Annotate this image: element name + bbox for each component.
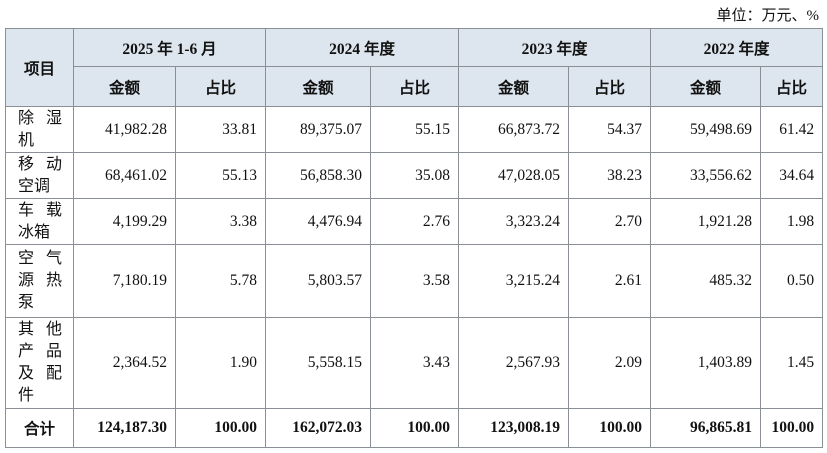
total-cell: 100.00 [370, 408, 460, 448]
cell: 2,567.93 [458, 317, 570, 409]
cell: 3,215.24 [458, 244, 570, 318]
cell: 41,982.28 [73, 106, 176, 153]
cell: 38.23 [568, 152, 652, 199]
total-cell: 123,008.19 [458, 408, 570, 448]
cell: 3,323.24 [458, 198, 570, 245]
row-label: 除湿机 [18, 109, 62, 149]
cell: 55.15 [370, 106, 460, 153]
row-label: 移动空调 [18, 155, 62, 195]
cell: 2.76 [370, 198, 460, 245]
cell: 35.08 [370, 152, 460, 199]
subheader: 金额 [458, 66, 570, 107]
subheader: 金额 [650, 66, 762, 107]
data-row: 空气源热泵 7,180.19 5.78 5,803.57 3.58 3,215.24 2.6… [5, 244, 824, 318]
row-label-cell: 移动空调 [5, 152, 74, 199]
period-header: 2024 年度 [265, 28, 460, 67]
total-cell: 124,187.30 [73, 408, 176, 448]
row-label-cell: 其他产品及配件 [5, 317, 74, 409]
header-row: 项目 2025 年 1-6 月 2024 年度 2023 年度 2022 年度 [5, 28, 824, 107]
row-label: 车载冰箱 [18, 201, 62, 241]
period-header: 2022 年度 [650, 28, 824, 67]
cell: 3.58 [370, 244, 460, 318]
cell: 5,558.15 [265, 317, 372, 409]
total-cell: 100.00 [568, 408, 652, 448]
subheader-row: 金额 占比 金额 占比 金额 占比 金额 占比 [6, 66, 824, 107]
data-row: 其他产品及配件 2,364.52 1.90 5,558.15 3.43 2,567.93 2… [5, 317, 824, 409]
total-label: 合计 [5, 408, 74, 448]
cell: 1.45 [760, 317, 824, 409]
subheader: 占比 [568, 66, 652, 107]
cell: 1,921.28 [650, 198, 762, 245]
cell: 89,375.07 [265, 106, 372, 153]
row-label-cell: 车载冰箱 [5, 198, 74, 245]
cell: 1,403.89 [650, 317, 762, 409]
data-row: 车载冰箱 4,199.29 3.38 4,476.94 2.76 3,323.24 2.70… [5, 198, 824, 245]
table-head: 项目 2025 年 1-6 月 2024 年度 2023 年度 2022 年度 金额 占比金… [5, 28, 824, 107]
cell: 3.38 [174, 198, 267, 245]
cell: 33,556.62 [650, 152, 762, 199]
cell: 59,498.69 [650, 106, 762, 153]
cell: 2.70 [568, 198, 652, 245]
cell: 485.32 [650, 244, 762, 318]
row-label-cell: 除湿机 [5, 106, 74, 153]
subheader: 占比 [174, 66, 267, 107]
subheader: 金额 [73, 66, 176, 107]
corner-header: 项目 [5, 28, 74, 107]
cell: 2.61 [568, 244, 652, 318]
total-cell: 100.00 [760, 408, 824, 448]
cell: 2.09 [568, 317, 652, 409]
cell: 34.64 [760, 152, 824, 199]
cell: 56,858.30 [265, 152, 372, 199]
total-cell: 100.00 [174, 408, 267, 448]
cell: 5,803.57 [265, 244, 372, 318]
row-label-cell: 空气源热泵 [5, 244, 74, 318]
cell: 66,873.72 [458, 106, 570, 153]
subheader: 占比 [370, 66, 460, 107]
cell: 1.98 [760, 198, 824, 245]
revenue-table: 项目 2025 年 1-6 月 2024 年度 2023 年度 2022 年度 金额 占比金… [5, 28, 824, 448]
period-header: 2023 年度 [458, 28, 652, 67]
total-cell: 96,865.81 [650, 408, 762, 448]
subheader: 金额 [265, 66, 372, 107]
data-row: 移动空调 68,461.02 55.13 56,858.30 35.08 47,028.0… [5, 152, 824, 199]
cell: 61.42 [760, 106, 824, 153]
total-cell: 162,072.03 [265, 408, 372, 448]
data-row: 除湿机 41,982.28 33.81 89,375.07 55.15 66,873.72… [5, 106, 824, 153]
cell: 4,476.94 [265, 198, 372, 245]
cell: 1.90 [174, 317, 267, 409]
unit-note: 单位：万元、% [716, 8, 820, 24]
cell: 2,364.52 [73, 317, 176, 409]
period-header: 2025 年 1-6 月 [72, 28, 267, 67]
total-row: 合计 124,187.30 100.00 162,072.03 100.00 123,00… [5, 408, 824, 448]
subheader: 占比 [760, 66, 824, 107]
cell: 5.78 [174, 244, 267, 318]
cell: 47,028.05 [458, 152, 570, 199]
cell: 54.37 [568, 106, 652, 153]
cell: 0.50 [760, 244, 824, 318]
row-label: 空气源热泵 [18, 250, 62, 311]
row-label: 其他产品及配件 [18, 321, 62, 404]
cell: 7,180.19 [73, 244, 176, 318]
cell: 55.13 [174, 152, 267, 199]
cell: 33.81 [174, 106, 267, 153]
table-body: 除湿机 41,982.28 33.81 89,375.07 55.15 66,873.72… [5, 106, 824, 448]
cell: 3.43 [370, 317, 460, 409]
cell: 4,199.29 [73, 198, 176, 245]
cell: 68,461.02 [73, 152, 176, 199]
